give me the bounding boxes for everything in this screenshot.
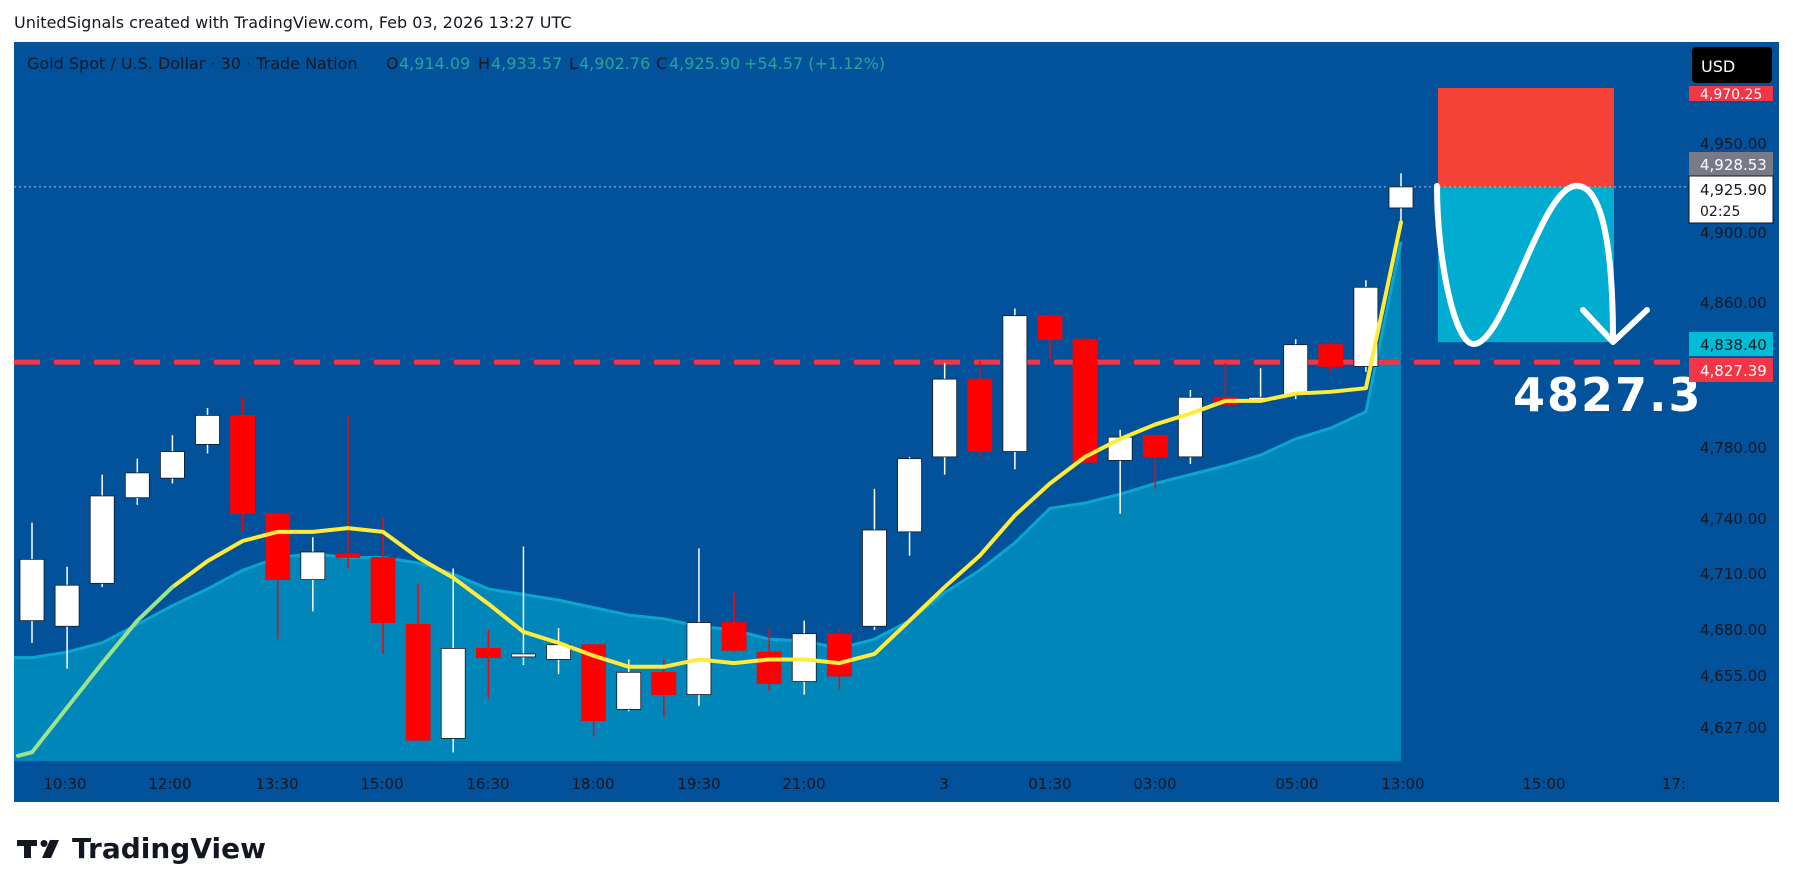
price-tick-label: 4,680.00: [1700, 621, 1767, 639]
time-tick-label: 16:30: [466, 775, 509, 793]
price-tag-current: [1688, 175, 1774, 224]
bullish-candle[interactable]: [1388, 186, 1414, 209]
currency-button[interactable]: USD: [1692, 47, 1772, 83]
price-tick-label: 4,627.00: [1700, 719, 1767, 737]
low-value: 4,902.76: [579, 54, 650, 73]
price-tag-countdown: 02:25: [1700, 204, 1740, 220]
price-tag-gray-text: 4,928.53: [1700, 156, 1767, 174]
price-tag-red: [1689, 358, 1773, 382]
bullish-candle[interactable]: [862, 529, 887, 627]
bullish-candle[interactable]: [440, 648, 466, 739]
bullish-candle[interactable]: [1002, 315, 1028, 452]
logo-mark-dot-icon: [40, 840, 48, 847]
time-tick-label: 19:30: [677, 775, 720, 793]
bearish-candle[interactable]: [230, 414, 256, 515]
time-tick-label: 03:00: [1133, 775, 1176, 793]
logo-mark-v-icon: [42, 840, 59, 858]
bullish-candle[interactable]: [160, 451, 185, 479]
bearish-candle[interactable]: [475, 648, 501, 659]
moving-average-tail: [16, 585, 175, 758]
symbol-legend[interactable]: Gold Spot / U.S. Dollar · 30 · Trade Nat…: [27, 54, 885, 73]
time-tick-label: 05:00: [1275, 775, 1318, 793]
arrow-head-icon: [1580, 307, 1650, 345]
bullish-candle[interactable]: [195, 414, 220, 445]
bullish-candle[interactable]: [1283, 344, 1309, 396]
price-tick-label: 4,655.00: [1700, 667, 1767, 685]
bearish-candle[interactable]: [721, 622, 747, 651]
high-label: H: [478, 54, 490, 73]
price-tag-cyan: [1689, 332, 1773, 356]
time-tick-label: 3: [939, 775, 949, 793]
bullish-candle[interactable]: [1177, 396, 1203, 458]
close-value: 4,925.90: [669, 54, 740, 73]
price-tags: 4,970.25 4,928.53 4,925.90 02:25 4,838.4…: [1688, 86, 1774, 382]
tradingview-logo[interactable]: TradingView: [17, 832, 266, 865]
bearish-candle[interactable]: [756, 651, 782, 684]
time-tick-label: 10:30: [43, 775, 86, 793]
currency-label: USD: [1701, 57, 1735, 76]
bullish-candle[interactable]: [897, 458, 922, 533]
price-axis[interactable]: 4,627.00 4,655.00 4,680.00 4,710.00 4,740.00…: [1700, 135, 1767, 737]
time-tick-label: 01:30: [1028, 775, 1071, 793]
close-label: C: [656, 54, 667, 73]
open-label: O: [386, 54, 399, 73]
forecast-curve-arrow: [1434, 183, 1616, 347]
time-tick-label: 13:30: [255, 775, 298, 793]
price-tag-top-red: [1689, 86, 1773, 101]
stop-loss-zone[interactable]: [1438, 88, 1614, 187]
bearish-candle[interactable]: [967, 378, 993, 452]
bullish-candle[interactable]: [616, 671, 642, 710]
bearish-candle[interactable]: [1072, 338, 1098, 463]
bullish-candle[interactable]: [124, 472, 150, 499]
bearish-candle[interactable]: [370, 557, 396, 623]
bearish-candle[interactable]: [1142, 434, 1168, 458]
time-axis[interactable]: 10:30 12:00 13:30 15:00 16:30 18:00 19:30 21:00…: [43, 775, 1686, 793]
time-tick-label: 18:00: [571, 775, 614, 793]
moving-average-line: [170, 220, 1403, 669]
attribution-text: UnitedSignals created with TradingView.c…: [14, 13, 572, 32]
price-tick-label: 4,900.00: [1700, 224, 1767, 242]
open-value: 4,914.09: [399, 54, 470, 73]
time-tick-label: 13:00: [1381, 775, 1424, 793]
price-tick-label: 4,860.00: [1700, 294, 1767, 312]
candles-group: [19, 173, 1414, 753]
bearish-candle[interactable]: [405, 624, 431, 741]
bullish-candle[interactable]: [511, 653, 536, 658]
bullish-candle[interactable]: [19, 558, 45, 622]
bearish-candle[interactable]: [1318, 344, 1344, 367]
price-tick-label: 4,780.00: [1700, 439, 1767, 457]
price-tag-gray: [1689, 152, 1773, 176]
time-tick-label: 21:00: [782, 775, 825, 793]
price-tag-current-text: 4,925.90: [1700, 181, 1767, 199]
bearish-candle[interactable]: [265, 513, 291, 580]
price-tag-cyan-text: 4,838.40: [1700, 336, 1767, 354]
bearish-candle[interactable]: [651, 671, 677, 695]
bearish-candle[interactable]: [826, 633, 852, 677]
price-tick-label: 4,740.00: [1700, 510, 1767, 528]
currency-button-bg: [1692, 47, 1772, 83]
price-tag-top-red-text: 4,970.25: [1700, 87, 1762, 103]
bullish-candle[interactable]: [932, 378, 958, 458]
change-value: +54.57 (+1.12%): [744, 54, 885, 73]
baseline-area: [14, 241, 1401, 761]
bullish-candle[interactable]: [54, 584, 80, 627]
price-tag-red-text: 4,827.39: [1700, 362, 1767, 380]
time-tick-label: 12:00: [148, 775, 191, 793]
bearish-candle[interactable]: [335, 553, 361, 558]
price-tick-label: 4,710.00: [1700, 565, 1767, 583]
bearish-candle[interactable]: [1037, 315, 1063, 340]
symbol-name: Gold Spot / U.S. Dollar · 30 · Trade Nat…: [27, 54, 358, 73]
brand-name: TradingView: [72, 832, 266, 865]
logo-mark-t-icon: [17, 840, 37, 858]
bullish-candle[interactable]: [300, 551, 326, 581]
bullish-candle[interactable]: [89, 495, 115, 584]
low-label: L: [569, 54, 578, 73]
time-tick-label: 15:00: [1522, 775, 1565, 793]
time-tick-label: 17:: [1662, 775, 1686, 793]
target-annotation: 4827.3: [1513, 368, 1703, 422]
time-tick-label: 15:00: [360, 775, 403, 793]
high-value: 4,933.57: [491, 54, 562, 73]
price-tick-label: 4,950.00: [1700, 135, 1767, 153]
